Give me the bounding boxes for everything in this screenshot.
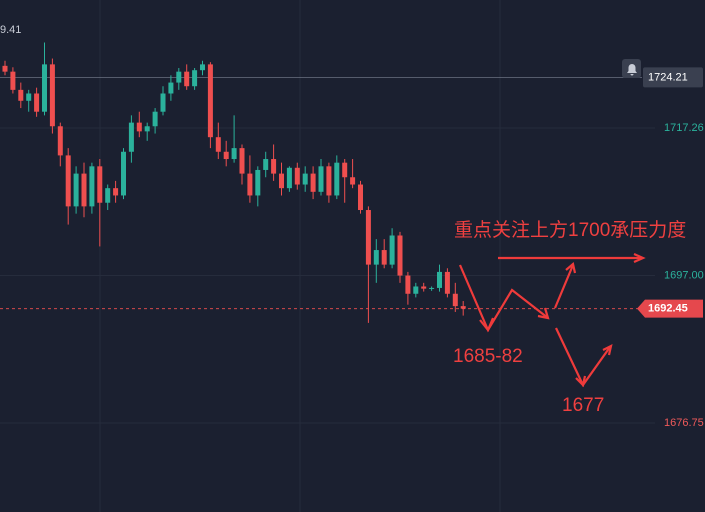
y-tick-label: 1697.00 (664, 269, 704, 281)
bell (627, 64, 637, 76)
candle-body (34, 93, 40, 112)
candle-body (2, 65, 8, 72)
arrow-head (633, 252, 646, 264)
arrow (553, 264, 575, 309)
candle-body (160, 93, 166, 112)
candle-body (279, 173, 284, 189)
candle-body (318, 166, 324, 192)
crosshair-label: 1724.21 (648, 71, 688, 83)
candle-body (421, 286, 427, 289)
last-price-box (637, 299, 703, 318)
arrow-path (458, 264, 549, 333)
arrow-head (537, 307, 550, 320)
candle-body (239, 148, 245, 174)
candle-body (286, 167, 292, 189)
candle-body (49, 64, 55, 127)
candle-body (381, 250, 387, 265)
candle-body (223, 151, 229, 160)
arrow-head (575, 375, 587, 388)
candle-body (373, 250, 379, 265)
crosshair-label-box (643, 67, 703, 88)
candle-body (184, 71, 190, 87)
candle-body (397, 235, 403, 276)
candle-body (326, 166, 332, 196)
candle-body (452, 293, 458, 307)
candle-body (144, 126, 150, 132)
candle-body (263, 159, 269, 170)
candle-body (128, 122, 134, 152)
candle-body (57, 126, 63, 156)
candle-body (413, 286, 419, 294)
candle-body (18, 89, 24, 101)
candle-body (444, 271, 450, 294)
candle-body (97, 166, 103, 203)
candle-body (121, 151, 126, 196)
candle-body (334, 162, 340, 196)
candle-body (81, 173, 87, 207)
top-label: 9.41 (0, 24, 21, 36)
arrows (458, 252, 646, 388)
candle-body (207, 64, 213, 138)
candle-body (271, 159, 277, 174)
last-price-label: 1692.45 (648, 303, 688, 315)
candle-body (365, 210, 371, 265)
candle-body (429, 287, 435, 289)
candle-body (358, 184, 363, 211)
candle-body (437, 271, 442, 288)
vertical-grid (99, 0, 501, 512)
candle-body (460, 306, 466, 309)
candle-body (73, 173, 79, 207)
candle-body (302, 173, 308, 185)
candle-body (310, 173, 316, 192)
candle-body (255, 169, 261, 196)
candle-body (389, 235, 395, 265)
candle-body (42, 64, 47, 112)
candle-body (294, 167, 300, 185)
bell-icon[interactable] (622, 59, 641, 78)
candle-body (89, 166, 95, 207)
plot (0, 42, 655, 424)
candle-body (215, 137, 221, 152)
candle-body (350, 177, 356, 185)
candle-body (176, 71, 182, 83)
candle-body (105, 188, 111, 203)
candle-body (152, 111, 158, 127)
candle-body (136, 122, 142, 132)
arrow-head (602, 343, 613, 356)
candle-body (10, 71, 16, 90)
candle-body (405, 275, 411, 294)
candle-body (26, 93, 32, 101)
candle-body (342, 162, 348, 178)
candle-body (231, 148, 237, 160)
annotation: 1685-82 (453, 346, 523, 367)
annotation: 重点关注上方1700承压力度 (454, 219, 686, 241)
candle-body (200, 64, 205, 71)
y-tick-label: 1717.26 (664, 122, 704, 134)
candle-body (113, 188, 119, 196)
candle-body (168, 82, 174, 94)
candle-body (192, 70, 198, 87)
candle-body (65, 155, 71, 207)
y-tick-label: 1676.75 (664, 417, 704, 429)
arrow-head (479, 317, 495, 333)
annotation: 1677 (562, 395, 604, 416)
candle-body (247, 173, 253, 196)
arrow-head (565, 261, 577, 274)
